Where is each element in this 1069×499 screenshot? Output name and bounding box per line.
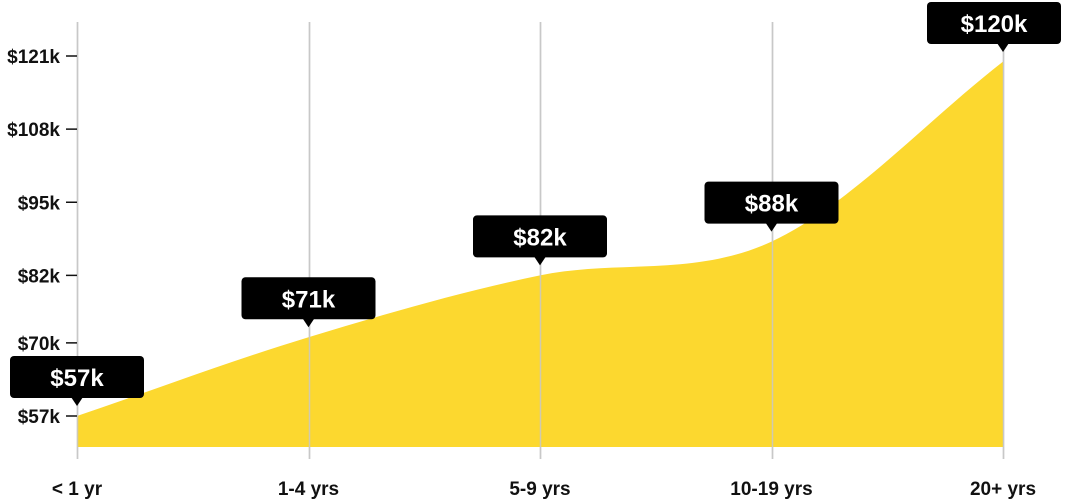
y-tick-label-2: $82k xyxy=(18,266,61,287)
data-label-box-2 xyxy=(473,215,607,258)
x-tick-label-2: 5-9 yrs xyxy=(509,479,570,499)
area-series xyxy=(77,61,1003,447)
y-tick-label-5: $121k xyxy=(7,47,60,68)
x-tick-label-1: 1-4 yrs xyxy=(278,479,339,499)
data-label-box-1 xyxy=(241,277,376,320)
data-label-3: $88k xyxy=(704,181,839,232)
x-tick-label-3: 10-19 yrs xyxy=(730,479,812,499)
data-label-0: $57k xyxy=(10,356,144,406)
data-label-text-4: $120k xyxy=(961,11,1028,38)
data-label-text-2: $82k xyxy=(513,224,567,251)
data-label-4: $120k xyxy=(927,2,1061,52)
x-tick-label-4: 20+ yrs xyxy=(970,479,1036,499)
data-label-pointer-4 xyxy=(997,43,1009,52)
data-label-text-0: $57k xyxy=(50,365,104,392)
data-label-pointer-0 xyxy=(71,397,83,406)
data-label-1: $71k xyxy=(241,277,376,328)
x-axis-ticks: < 1 yr 1-4 yrs 5-9 yrs 10-19 yrs 20+ yrs xyxy=(52,479,1036,499)
y-tick-label-4: $108k xyxy=(7,120,60,141)
data-label-text-1: $71k xyxy=(282,286,336,313)
data-label-box-3 xyxy=(704,181,839,224)
y-tick-label-3: $95k xyxy=(18,193,61,214)
data-label-2: $82k xyxy=(473,215,607,266)
x-tick-label-0: < 1 yr xyxy=(52,479,103,499)
data-label-pointer-1 xyxy=(302,318,315,328)
y-tick-label-1: $70k xyxy=(18,334,61,355)
data-label-text-3: $88k xyxy=(745,191,799,218)
y-axis-ticks: $57k $70k $82k $95k $108k $121k xyxy=(7,47,77,428)
data-label-box-4 xyxy=(927,2,1061,44)
data-label-pointer-3 xyxy=(765,222,778,232)
data-labels: $57k $71k $82k $88k $120k xyxy=(10,2,1061,406)
data-label-pointer-2 xyxy=(534,256,546,266)
y-tick-label-0: $57k xyxy=(18,407,61,428)
data-label-box-0 xyxy=(10,356,144,398)
